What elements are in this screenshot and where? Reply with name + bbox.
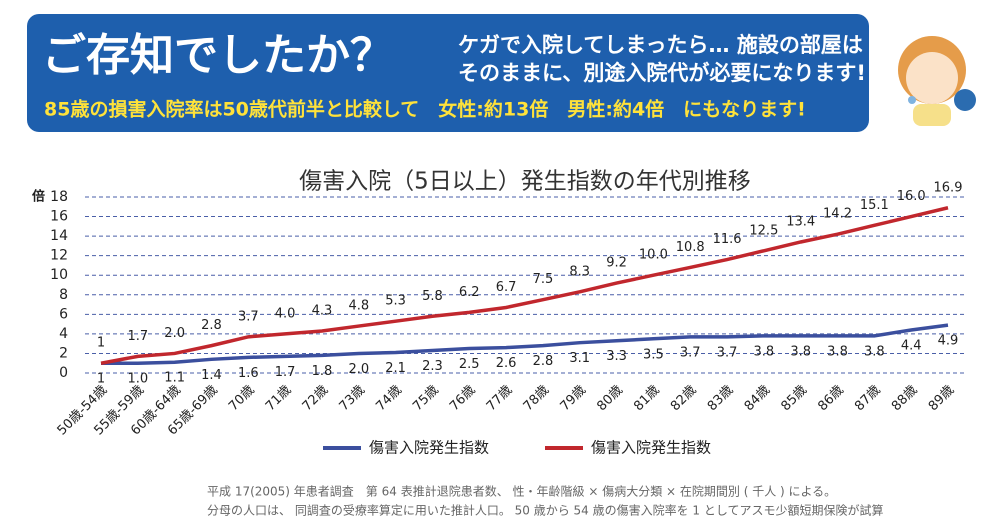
data-label: 3.8	[864, 344, 885, 359]
data-label: 1.8	[312, 364, 333, 379]
data-label: 11.6	[713, 232, 742, 247]
y-tick-label: 8	[59, 287, 68, 303]
banner-message: ケガで入院してしまったら… 施設の部屋は	[458, 33, 863, 57]
legend-label: 傷害入院発生指数	[369, 439, 489, 457]
x-tick-label: 86歳	[815, 383, 846, 414]
y-tick-label: 14	[50, 228, 68, 244]
data-label: 2.0	[164, 326, 185, 341]
x-tick-label: 82歳	[668, 383, 699, 414]
x-tick-label: 84歳	[742, 383, 773, 414]
data-label: 10.8	[676, 240, 705, 255]
data-label: 3.5	[643, 347, 664, 362]
data-label: 2.8	[201, 318, 222, 333]
data-label: 13.4	[786, 214, 815, 229]
data-label: 5.8	[422, 289, 443, 304]
data-label: 6.7	[496, 280, 517, 295]
illustration	[898, 36, 976, 126]
data-label: 1.0	[127, 372, 148, 387]
x-tick-label: 81歳	[631, 383, 662, 414]
data-label: 4.9	[938, 334, 959, 349]
data-label: 4.0	[275, 306, 296, 321]
footnote: 分母の人口は、 同調査の受療率算定に用いた推計人口。 50 歳から 54 歳の傷…	[207, 503, 884, 518]
x-tick-label: 89歳	[926, 383, 957, 414]
data-label: 3.7	[717, 345, 738, 360]
data-label: 3.3	[606, 349, 627, 364]
data-label: 3.1	[569, 351, 590, 366]
data-label: 3.8	[790, 344, 811, 359]
data-label: 1	[97, 372, 105, 387]
x-tick-label: 71歳	[263, 383, 294, 414]
data-label: 9.2	[606, 256, 627, 271]
data-label: 10.0	[639, 248, 668, 263]
data-label: 1.1	[164, 371, 185, 386]
x-tick-label: 78歳	[521, 383, 552, 414]
x-tick-label: 72歳	[300, 383, 331, 414]
data-label: 12.5	[749, 223, 778, 238]
footnote: 平成 17(2005) 年患者調査 第 64 表推計退院患者数、 性・年齢階級 …	[207, 484, 836, 499]
data-label: 4.8	[348, 299, 369, 314]
data-label: 15.1	[860, 198, 889, 213]
data-label: 2.0	[348, 362, 369, 377]
data-label: 8.3	[569, 264, 590, 279]
series-line	[101, 323, 949, 365]
y-tick-label: 4	[59, 326, 68, 342]
data-label: 1.7	[127, 329, 148, 344]
data-label: 2.8	[533, 354, 554, 369]
y-tick-label: 16	[50, 209, 68, 225]
banner-highlight: 85歳の損害入院率は50歳代前半と比較して 女性:約13倍 男性:約4倍 にもな…	[44, 98, 806, 121]
data-label: 1.6	[238, 366, 259, 381]
y-tick-label: 10	[50, 267, 68, 283]
data-label: 6.2	[459, 285, 480, 300]
data-label: 4.4	[901, 338, 922, 353]
series-line	[100, 206, 949, 365]
x-tick-label: 87歳	[852, 383, 883, 414]
data-label: 5.3	[385, 294, 406, 309]
x-tick-label: 83歳	[705, 383, 736, 414]
x-tick-label: 79歳	[558, 383, 589, 414]
data-label: 3.8	[754, 344, 775, 359]
data-label: 1.7	[275, 365, 296, 380]
x-tick-label: 77歳	[484, 383, 515, 414]
data-label: 3.7	[238, 309, 259, 324]
data-label: 16.9	[934, 180, 963, 195]
x-tick-label: 88歳	[889, 383, 920, 414]
x-tick-label: 85歳	[778, 383, 809, 414]
x-tick-label: 80歳	[594, 383, 625, 414]
y-tick-label: 2	[59, 345, 68, 361]
data-label: 2.1	[385, 361, 406, 376]
banner-title: ご存知でしたか？	[42, 30, 394, 81]
x-tick-label: 74歳	[373, 383, 404, 414]
y-axis-label: 倍	[32, 189, 45, 205]
legend-label: 傷害入院発生指数	[591, 439, 711, 457]
y-tick-label: 6	[59, 306, 68, 322]
data-label: 2.3	[422, 359, 443, 374]
data-label: 7.5	[533, 272, 554, 287]
data-label: 14.2	[823, 207, 852, 222]
x-tick-label: 76歳	[447, 383, 478, 414]
data-label: 3.8	[827, 344, 848, 359]
data-label: 2.6	[496, 356, 517, 371]
y-tick-label: 18	[50, 189, 68, 205]
data-label: 2.5	[459, 357, 480, 372]
x-tick-label: 73歳	[337, 383, 368, 414]
x-tick-label: 70歳	[226, 383, 257, 414]
y-tick-label: 12	[50, 248, 68, 264]
data-label: 3.7	[680, 345, 701, 360]
y-tick-label: 0	[59, 365, 68, 381]
data-label: 4.3	[312, 303, 333, 318]
banner-message: そのままに、別途入院代が必要になります!	[458, 61, 866, 85]
x-tick-label: 75歳	[410, 383, 441, 414]
banner	[27, 14, 869, 132]
data-label: 1.4	[201, 368, 222, 383]
data-label: 16.0	[897, 189, 926, 204]
data-label: 1	[97, 336, 105, 351]
chart-title: 傷害入院（5日以上）発生指数の年代別推移	[299, 169, 751, 195]
